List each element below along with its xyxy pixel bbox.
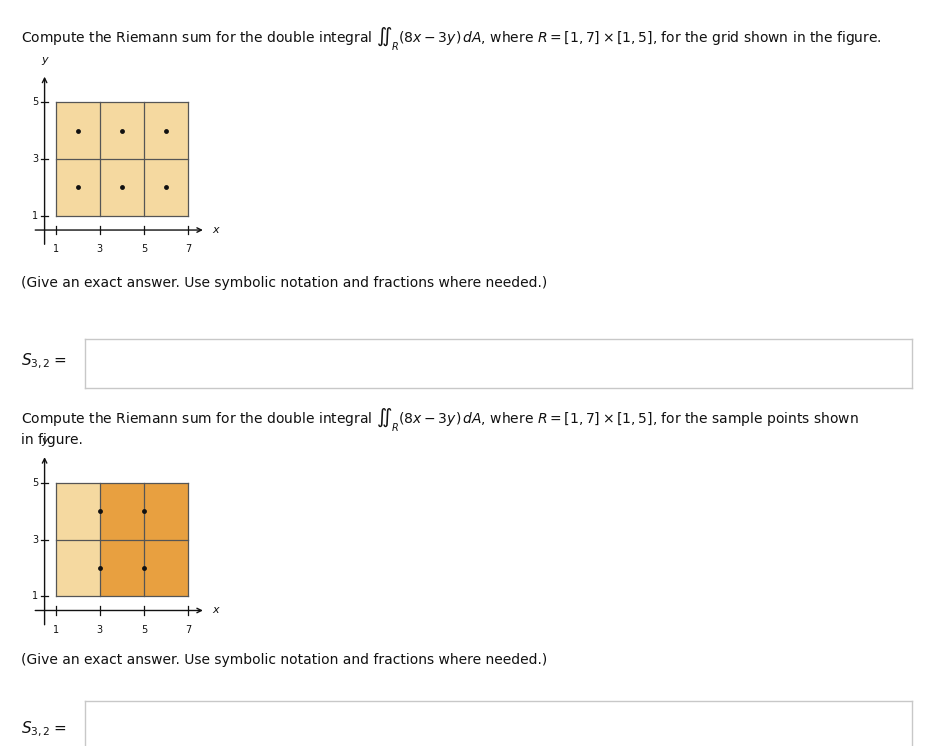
- Text: 1: 1: [53, 244, 59, 254]
- Text: y: y: [42, 55, 48, 66]
- Text: 5: 5: [141, 624, 147, 635]
- Text: (Give an exact answer. Use symbolic notation and fractions where needed.): (Give an exact answer. Use symbolic nota…: [21, 653, 547, 667]
- Text: x: x: [212, 225, 219, 235]
- Text: Compute the Riemann sum for the double integral $\iint_R (8x - 3y)\,dA$, where $: Compute the Riemann sum for the double i…: [21, 407, 858, 433]
- Bar: [100, 483, 143, 539]
- Bar: [143, 539, 188, 596]
- Text: 1: 1: [32, 592, 38, 601]
- Bar: [56, 483, 100, 539]
- Text: 1: 1: [32, 211, 38, 221]
- Text: in figure.: in figure.: [21, 433, 82, 447]
- Bar: [143, 483, 188, 539]
- Text: Compute the Riemann sum for the double integral $\iint_R (8x - 3y)\,dA$, where $: Compute the Riemann sum for the double i…: [21, 26, 881, 53]
- Bar: [143, 159, 188, 216]
- Bar: [100, 539, 143, 596]
- Bar: [143, 539, 188, 596]
- Bar: [100, 483, 143, 539]
- Bar: [56, 159, 100, 216]
- Bar: [143, 483, 188, 539]
- Text: 3: 3: [32, 535, 38, 545]
- Text: 7: 7: [185, 624, 191, 635]
- Text: 3: 3: [96, 624, 103, 635]
- Text: 1: 1: [53, 624, 59, 635]
- Text: 3: 3: [32, 154, 38, 164]
- Text: 5: 5: [32, 477, 38, 488]
- Text: (Give an exact answer. Use symbolic notation and fractions where needed.): (Give an exact answer. Use symbolic nota…: [21, 276, 547, 290]
- Text: 3: 3: [96, 244, 103, 254]
- Bar: [100, 539, 143, 596]
- Text: 5: 5: [32, 97, 38, 107]
- Text: 5: 5: [141, 244, 147, 254]
- Bar: [100, 159, 143, 216]
- Text: $S_{3,2} =$: $S_{3,2} =$: [21, 352, 66, 372]
- Bar: [56, 102, 100, 159]
- Bar: [143, 102, 188, 159]
- Bar: [56, 539, 100, 596]
- Text: x: x: [212, 606, 219, 615]
- Bar: [100, 102, 143, 159]
- Text: y: y: [42, 436, 48, 446]
- Text: $S_{3,2} =$: $S_{3,2} =$: [21, 720, 66, 739]
- Text: 7: 7: [185, 244, 191, 254]
